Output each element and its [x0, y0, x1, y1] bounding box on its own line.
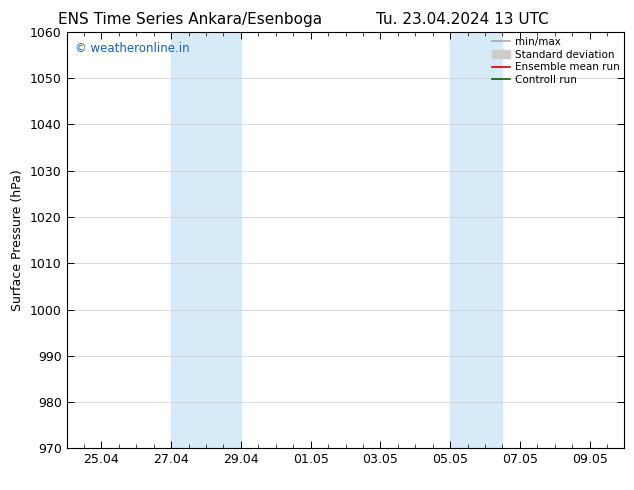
Legend: min/max, Standard deviation, Ensemble mean run, Controll run: min/max, Standard deviation, Ensemble me… [489, 35, 621, 87]
Bar [450, 32, 503, 448]
Bar [171, 32, 241, 448]
Y-axis label: Surface Pressure (hPa): Surface Pressure (hPa) [11, 169, 24, 311]
Text: © weatheronline.in: © weatheronline.in [75, 42, 190, 55]
Text: ENS Time Series Ankara/Esenboga: ENS Time Series Ankara/Esenboga [58, 12, 322, 27]
Text: Tu. 23.04.2024 13 UTC: Tu. 23.04.2024 13 UTC [377, 12, 549, 27]
